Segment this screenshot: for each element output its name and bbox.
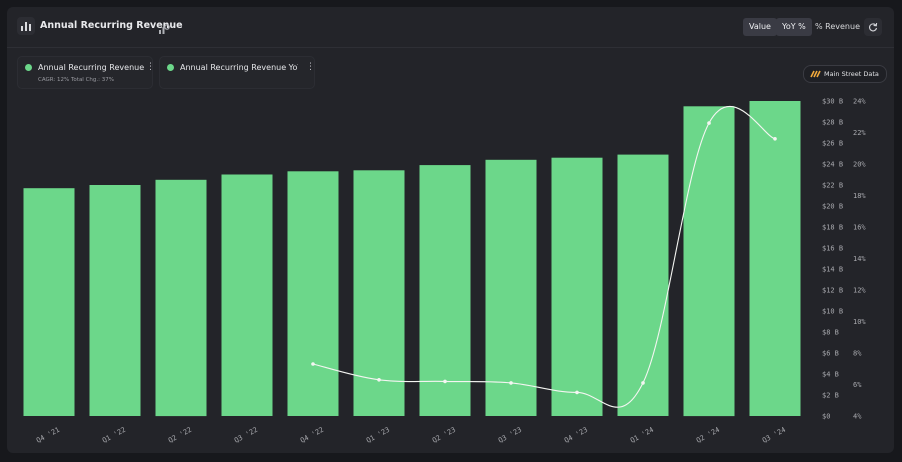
bar-9: [617, 154, 669, 416]
yoy-point-2: [443, 379, 447, 384]
source-badge[interactable]: Main Street Data: [803, 65, 887, 83]
bar-0: [23, 188, 75, 416]
y-right-tick-label: 14%: [853, 255, 866, 263]
y-right-tick-label: 16%: [853, 224, 866, 232]
y-left-tick-label: $18 B: [822, 224, 843, 232]
y-left-tick-label: $16 B: [822, 245, 843, 253]
bar-1: [89, 185, 141, 416]
x-tick-label: Q4 '22: [299, 426, 325, 445]
page-title: Annual Recurring Revenue: [40, 20, 183, 31]
y-left-tick-label: $22 B: [822, 182, 843, 190]
bar-4: [287, 171, 339, 416]
y-right-tick-label: 10%: [853, 318, 866, 326]
more-options-icon[interactable]: ⋮: [146, 62, 155, 72]
x-tick-label: Q3 '23: [497, 426, 523, 445]
series-color-dot: [25, 64, 32, 71]
y-left-tick-label: $30 B: [822, 98, 843, 106]
y-left-tick-label: $8 B: [822, 329, 839, 337]
y-left-tick-label: $20 B: [822, 203, 843, 211]
legend-item-arr-yoy[interactable]: Annual Recurring Revenue YoY... ⋮: [159, 56, 315, 89]
source-logo-icon: [810, 70, 821, 78]
y-left-tick-label: $2 B: [822, 392, 839, 400]
chart-panel: Annual Recurring Revenue Value YoY % % R…: [7, 7, 894, 453]
y-left-tick-label: $28 B: [822, 119, 843, 127]
toggle-value-button[interactable]: Value: [743, 18, 777, 36]
x-tick-label: Q2 '22: [167, 426, 193, 445]
source-label: Main Street Data: [824, 70, 879, 78]
y-right-tick-label: 4%: [853, 413, 862, 421]
yoy-point-7: [773, 137, 777, 141]
bar-2: [155, 179, 207, 417]
x-tick-label: Q2 '23: [431, 426, 457, 445]
yoy-point-3: [509, 381, 513, 385]
series-color-dot: [167, 64, 174, 71]
y-right-tick-label: 6%: [853, 381, 862, 389]
panel-header: Annual Recurring Revenue Value YoY % % R…: [7, 7, 894, 48]
y-left-tick-label: $14 B: [822, 266, 843, 274]
legend-label: Annual Recurring Revenue: [38, 63, 145, 72]
bar-6: [419, 165, 471, 416]
yoy-point-4: [575, 390, 579, 395]
yoy-point-6: [707, 121, 711, 125]
toggle-yoy-button[interactable]: YoY %: [776, 18, 812, 36]
y-left-tick-label: $4 B: [822, 371, 839, 379]
refresh-button[interactable]: [864, 18, 882, 36]
x-tick-label: Q1 '22: [101, 426, 127, 445]
legend-label: Annual Recurring Revenue YoY...: [180, 63, 298, 72]
y-left-tick-label: $24 B: [822, 161, 843, 169]
more-options-icon[interactable]: ⋮: [306, 62, 315, 72]
x-tick-label: Q4 '21: [35, 426, 61, 445]
bar-3: [221, 174, 273, 416]
bar-7: [485, 159, 537, 417]
bar-chart-icon: [17, 17, 35, 35]
y-left-tick-label: $12 B: [822, 287, 843, 295]
y-right-tick-label: 12%: [853, 287, 866, 295]
y-right-tick-label: 8%: [853, 350, 862, 358]
chart-settings-icon[interactable]: [158, 20, 170, 39]
y-right-tick-label: 22%: [853, 129, 866, 137]
y-right-tick-label: 20%: [853, 161, 866, 169]
y-left-tick-label: $6 B: [822, 350, 839, 358]
bar-8: [551, 157, 603, 416]
y-left-tick-label: $26 B: [822, 140, 843, 148]
refresh-icon: [869, 22, 878, 32]
y-left-tick-label: $0: [822, 413, 830, 421]
chart-area: Q4 '21 Q1 '22 Q2 '22 Q3 '22 Q4 '22 Q1 '23 Q2 '…: [23, 98, 866, 445]
x-tick-label: Q3 '24: [761, 426, 787, 445]
yoy-point-0: [311, 362, 315, 366]
bar-5: [353, 170, 405, 416]
legend-stats: CAGR: 12% Total Chg.: 37%: [38, 77, 114, 83]
legend-item-arr[interactable]: Annual Recurring Revenue ⋮ CAGR: 12% Tot…: [17, 56, 155, 89]
y-right-tick-label: 24%: [853, 98, 866, 106]
bar-11: [749, 101, 801, 416]
yoy-point-1: [377, 378, 381, 382]
x-tick-label: Q2 '24: [695, 426, 721, 445]
x-tick-label: Q4 '23: [563, 426, 589, 445]
toggle-revenue-button[interactable]: % Revenue: [815, 22, 860, 31]
x-tick-label: Q1 '23: [365, 426, 391, 445]
y-left-tick-label: $10 B: [822, 308, 843, 316]
x-tick-label: Q1 '24: [629, 426, 655, 445]
y-right-tick-label: 18%: [853, 192, 866, 200]
x-tick-label: Q3 '22: [233, 426, 259, 445]
bar-10: [683, 106, 735, 417]
yoy-point-5: [641, 381, 645, 385]
